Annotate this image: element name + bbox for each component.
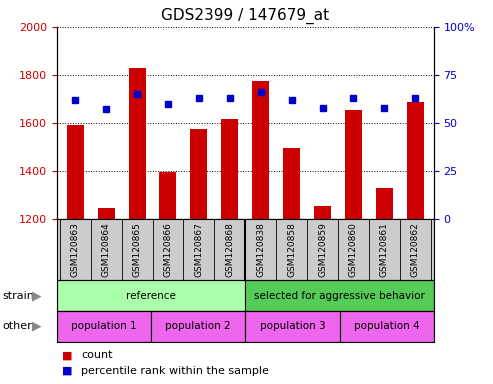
Text: count: count bbox=[81, 350, 113, 360]
Bar bbox=[159, 172, 176, 219]
Bar bbox=[283, 148, 300, 219]
Bar bbox=[129, 68, 145, 219]
Text: GSM120858: GSM120858 bbox=[287, 222, 296, 277]
Text: GSM120859: GSM120859 bbox=[318, 222, 327, 277]
Text: percentile rank within the sample: percentile rank within the sample bbox=[81, 366, 269, 376]
Text: population 1: population 1 bbox=[71, 321, 137, 331]
Bar bbox=[57, 280, 245, 311]
Text: ▶: ▶ bbox=[32, 320, 42, 333]
Text: population 2: population 2 bbox=[165, 321, 231, 331]
Bar bbox=[245, 280, 434, 311]
Text: GSM120838: GSM120838 bbox=[256, 222, 265, 277]
Bar bbox=[252, 81, 269, 219]
Bar bbox=[57, 311, 151, 342]
Text: strain: strain bbox=[2, 291, 35, 301]
Bar bbox=[221, 119, 238, 219]
Bar bbox=[407, 103, 424, 219]
Bar bbox=[190, 129, 208, 219]
Bar bbox=[314, 206, 331, 219]
Text: population 4: population 4 bbox=[354, 321, 420, 331]
Text: selected for aggressive behavior: selected for aggressive behavior bbox=[254, 291, 425, 301]
Text: GSM120868: GSM120868 bbox=[225, 222, 234, 277]
Text: reference: reference bbox=[126, 291, 176, 301]
Bar bbox=[98, 208, 115, 219]
Text: GSM120864: GSM120864 bbox=[102, 222, 110, 277]
Text: GSM120861: GSM120861 bbox=[380, 222, 389, 277]
Text: GSM120865: GSM120865 bbox=[133, 222, 141, 277]
Bar bbox=[67, 125, 84, 219]
Bar bbox=[376, 188, 393, 219]
Text: GSM120867: GSM120867 bbox=[194, 222, 204, 277]
Text: other: other bbox=[2, 321, 32, 331]
Text: ■: ■ bbox=[62, 350, 72, 360]
Text: ■: ■ bbox=[62, 366, 72, 376]
Bar bbox=[151, 311, 245, 342]
Bar bbox=[345, 110, 362, 219]
Text: GSM120860: GSM120860 bbox=[349, 222, 358, 277]
Bar bbox=[245, 311, 340, 342]
Text: ▶: ▶ bbox=[32, 289, 42, 302]
Title: GDS2399 / 147679_at: GDS2399 / 147679_at bbox=[161, 8, 329, 24]
Text: population 3: population 3 bbox=[260, 321, 325, 331]
Text: GSM120862: GSM120862 bbox=[411, 222, 420, 277]
Text: GSM120866: GSM120866 bbox=[164, 222, 173, 277]
Bar bbox=[340, 311, 434, 342]
Text: GSM120863: GSM120863 bbox=[70, 222, 80, 277]
